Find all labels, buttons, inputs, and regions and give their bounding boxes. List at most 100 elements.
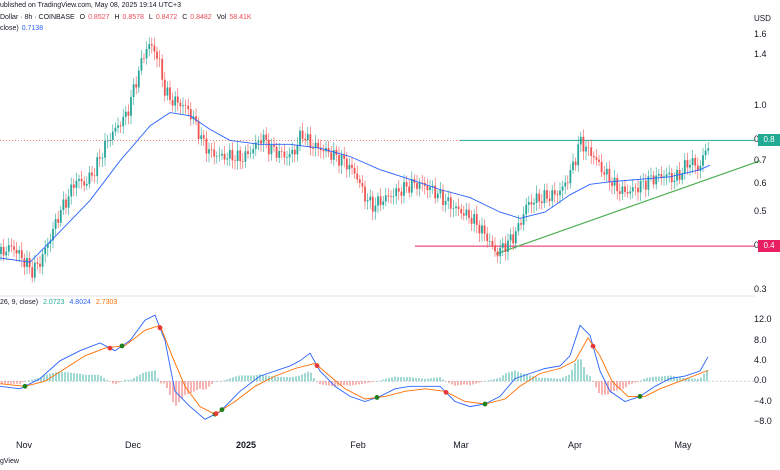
candle-body [371, 196, 374, 212]
candle-body [556, 194, 559, 196]
candle-body [221, 153, 223, 156]
candle-body [176, 96, 179, 103]
macd-histogram-bar [349, 381, 351, 386]
candle-body [548, 198, 551, 201]
macd-histogram-bar [514, 370, 516, 382]
macd-histogram-bar [652, 376, 654, 382]
candle-body [312, 147, 314, 149]
macd-tick-label: 12.0 [754, 314, 772, 325]
candle-body [377, 196, 379, 206]
macd-histogram-bar [157, 378, 159, 382]
candle-body [96, 157, 99, 176]
macd-histogram-bar [154, 370, 156, 382]
macd-histogram-bar [7, 381, 9, 384]
resistance-price-tag: 0.8 [758, 134, 780, 147]
macd-histogram-bar [424, 378, 426, 382]
candle-body [244, 151, 247, 162]
candle-body [449, 197, 452, 209]
candle-body [205, 138, 208, 154]
time-tick-label: Dec [124, 440, 142, 450]
candle-body [624, 186, 626, 193]
macd-histogram-bar [625, 381, 627, 388]
candle-body [23, 258, 26, 267]
candle-body [431, 185, 434, 188]
macd-histogram-bar [541, 377, 543, 382]
macd-histogram-bar [430, 378, 432, 382]
macd-histogram-bar [544, 377, 546, 382]
candle-body [171, 99, 174, 106]
macd-histogram-bar [601, 381, 603, 395]
candle-body [163, 79, 166, 96]
macd-histogram-bar [28, 380, 30, 382]
candle-body [525, 204, 528, 215]
macd-histogram-bar [505, 373, 507, 382]
candle-body [475, 214, 478, 225]
macd-histogram-bar [355, 381, 357, 385]
candle-body [501, 243, 504, 248]
candle-body [106, 140, 109, 142]
candle-body [689, 164, 691, 168]
candle-body [322, 150, 325, 152]
macd-histogram-bar [43, 375, 45, 382]
candle-body [538, 193, 541, 202]
macd-histogram-bar [529, 375, 531, 382]
candle-body [587, 146, 590, 148]
candle-body [332, 150, 335, 160]
candle-body [403, 182, 405, 196]
candle-body [530, 202, 533, 205]
candle-body [457, 206, 460, 209]
candle-body [634, 187, 637, 188]
signal-value: 4.8024 [69, 299, 91, 306]
candle-body [301, 130, 304, 139]
macd-histogram-bar [211, 381, 213, 384]
macd-histogram-bar [298, 375, 300, 382]
price-tick-label: 0.5 [754, 206, 767, 217]
candle-body [491, 240, 494, 246]
macd-histogram-bar [127, 379, 129, 382]
candle-body [460, 208, 463, 214]
macd-histogram-bar [313, 378, 315, 382]
macd-histogram-bar [112, 381, 114, 384]
macd-histogram-bar [583, 367, 585, 382]
time-tick-label: Nov [15, 440, 33, 450]
candle-body [470, 217, 473, 224]
candle-body [254, 142, 257, 150]
candle-body [39, 263, 41, 267]
candle-body [533, 202, 535, 205]
macd-histogram-bar [565, 376, 567, 382]
bullish-cross-dot [219, 407, 225, 413]
candle-body [247, 151, 249, 154]
candle-body [382, 201, 385, 205]
macd-histogram-bar [598, 381, 600, 394]
candle-body [280, 151, 283, 152]
macd-histogram-bar [682, 377, 684, 382]
macd-histogram-bar [202, 381, 204, 390]
macd-histogram-bar [109, 381, 111, 382]
macd-histogram-bar [697, 378, 699, 382]
candle-body [296, 145, 299, 155]
macd-histogram-bar [361, 381, 363, 384]
macd-histogram-bar [391, 377, 393, 382]
macd-tick-label: 4.0 [754, 354, 767, 365]
candle-body [631, 187, 634, 192]
macd-histogram-bar [289, 377, 291, 382]
candle-body [98, 157, 101, 159]
macd-histogram-bar [19, 381, 21, 384]
macd-histogram-bar [310, 372, 312, 382]
candle-body [639, 180, 642, 193]
candle-body [494, 245, 496, 252]
candle-body [598, 159, 600, 162]
candle-body [590, 147, 593, 157]
candle-body [291, 149, 294, 155]
macd-histogram-bar [85, 374, 87, 382]
macd-histogram-bar [517, 371, 519, 382]
candle-body [148, 44, 151, 50]
macd-histogram-bar [382, 379, 384, 382]
candle-body [218, 155, 221, 157]
macd-histogram-bar [247, 375, 249, 382]
candle-body [236, 150, 239, 162]
candle-body [283, 151, 286, 158]
macd-histogram-bar [703, 373, 705, 382]
macd-histogram-bar [400, 377, 402, 382]
